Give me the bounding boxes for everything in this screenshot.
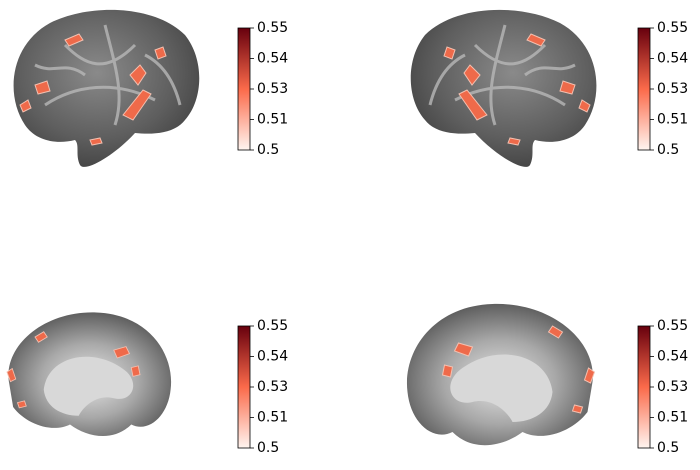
brain-medial-left — [6, 311, 172, 437]
colorbar-tick-label: 0.53 — [257, 379, 288, 395]
colorbar-tick-label: 0.55 — [257, 318, 288, 334]
colorbar-tick-label: 0.5 — [257, 440, 279, 456]
colorbar-tick-label: 0.54 — [657, 349, 688, 365]
colorbar-tick-label: 0.54 — [257, 51, 288, 67]
colorbar-tick-label: 0.5 — [657, 142, 679, 158]
colorbar-tick-label: 0.5 — [257, 142, 279, 158]
colorbar-tick-label: 0.51 — [657, 112, 688, 128]
colorbar-tick-label: 0.53 — [657, 81, 688, 97]
colorbar-tick-label: 0.55 — [657, 20, 688, 36]
colorbar-tick-label: 0.51 — [257, 112, 288, 128]
colorbar-tick-label: 0.5 — [657, 440, 679, 456]
colorbar-tick-label: 0.54 — [257, 349, 288, 365]
colorbar-tick-label: 0.51 — [257, 410, 288, 426]
colorbar — [237, 325, 251, 449]
colorbar-tick-label: 0.53 — [657, 379, 688, 395]
colorbar-tick-label: 0.53 — [257, 81, 288, 97]
brain-lateral-left — [12, 8, 201, 169]
colorbar-tick-label: 0.54 — [657, 51, 688, 67]
colorbar — [237, 27, 251, 151]
colorbar-tick-label: 0.55 — [257, 20, 288, 36]
colorbar — [637, 325, 651, 449]
colorbar — [637, 27, 651, 151]
brain-medial-right — [406, 303, 596, 446]
brain-lateral-right — [409, 8, 599, 169]
colorbar-tick-label: 0.51 — [657, 410, 688, 426]
colorbar-tick-label: 0.55 — [657, 318, 688, 334]
